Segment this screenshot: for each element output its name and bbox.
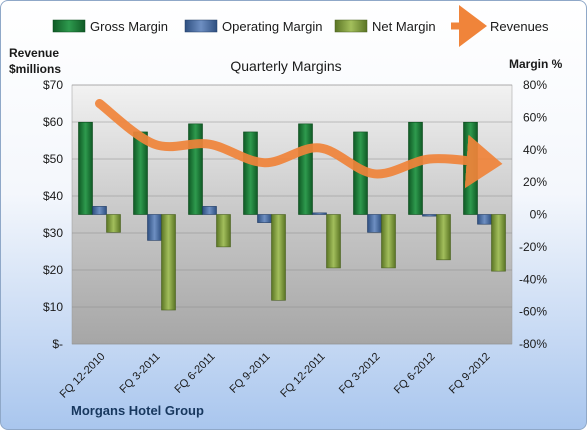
x-axis-ticks: FQ 12-2010 FQ 3-2011 FQ 6-2011 FQ 9-2011 FQ … xyxy=(58,351,493,401)
bar-operating-margin xyxy=(422,214,437,217)
left-tick-label: $50 xyxy=(43,152,63,166)
bar-operating-margin xyxy=(257,214,272,223)
bar-net-margin xyxy=(216,214,231,248)
right-tick-label: 80% xyxy=(523,78,547,92)
right-tick-label: -40% xyxy=(519,272,547,286)
right-tick-label: 20% xyxy=(523,175,547,189)
bar-gross-margin xyxy=(463,121,478,215)
left-tick-label: $20 xyxy=(43,263,63,277)
company-label: Morgans Hotel Group xyxy=(71,403,204,418)
bar-net-margin xyxy=(436,214,451,261)
left-tick-label: $- xyxy=(52,337,63,351)
x-tick-label: FQ 3-2011 xyxy=(118,351,163,396)
legend-label-operating: Operating Margin xyxy=(222,19,322,34)
left-tick-label: $10 xyxy=(43,300,63,314)
bar-operating-margin xyxy=(367,214,382,233)
revenue-line xyxy=(95,99,503,189)
bar-operating-margin xyxy=(312,212,327,215)
bar-operating-margin xyxy=(92,206,107,215)
bar-net-margin xyxy=(106,214,121,233)
bar-operating-margin xyxy=(147,214,162,241)
bar-gross-margin xyxy=(243,131,258,215)
left-tick-label: $70 xyxy=(43,78,63,92)
right-tick-label: 40% xyxy=(523,143,547,157)
x-tick-label: FQ 9-2011 xyxy=(228,351,273,396)
right-tick-label: -80% xyxy=(519,337,547,351)
right-tick-label: 0% xyxy=(530,208,548,222)
left-axis-title-line2: $millions xyxy=(9,62,61,76)
x-tick-label: FQ 6-2011 xyxy=(173,351,218,396)
bar-net-margin xyxy=(381,214,396,269)
right-axis-ticks: -80% -60% -40% -20% 0% 20% 40% 60% 80% xyxy=(519,78,547,351)
x-tick-label: FQ 9-2012 xyxy=(447,351,493,397)
bar-net-margin xyxy=(326,214,341,269)
bar-net-margin xyxy=(491,214,506,272)
left-axis-title-line1: Revenue xyxy=(9,46,59,60)
right-tick-label: -20% xyxy=(519,240,547,254)
legend-item-revenues: Revenues xyxy=(451,5,549,47)
x-tick-label: FQ 12-2010 xyxy=(58,351,108,401)
bar-net-margin xyxy=(271,214,286,301)
x-tick-label: FQ 12-2011 xyxy=(278,351,327,400)
right-tick-label: 60% xyxy=(523,110,547,124)
left-tick-label: $60 xyxy=(43,115,63,129)
left-tick-label: $30 xyxy=(43,226,63,240)
x-tick-label: FQ 3-2012 xyxy=(337,351,383,397)
legend-swatch-operating xyxy=(184,19,218,33)
legend-item-net-margin: Net Margin xyxy=(334,19,436,34)
left-axis-ticks: $- $10 $20 $30 $40 $50 $60 $70 xyxy=(43,78,63,351)
legend-label-net: Net Margin xyxy=(372,19,436,34)
x-tick-label: FQ 6-2012 xyxy=(392,351,438,397)
bar-gross-margin xyxy=(298,123,313,215)
bar-operating-margin xyxy=(202,206,217,215)
legend-swatch-net xyxy=(334,19,368,33)
legend: Gross Margin Operating Margin Net Margin… xyxy=(52,5,549,47)
legend-item-gross-margin: Gross Margin xyxy=(52,19,168,34)
bar-gross-margin xyxy=(78,121,93,215)
chart-title: Quarterly Margins xyxy=(230,58,341,74)
legend-item-operating-margin: Operating Margin xyxy=(184,19,322,34)
bar-gross-margin xyxy=(188,123,203,215)
bar-net-margin xyxy=(161,214,176,311)
right-axis-title: Margin % xyxy=(509,57,563,71)
revenue-series xyxy=(95,99,503,189)
legend-swatch-gross xyxy=(52,19,86,33)
bar-operating-margin xyxy=(477,214,492,225)
left-tick-label: $40 xyxy=(43,189,63,203)
legend-label-revenues: Revenues xyxy=(490,19,549,34)
legend-label-gross: Gross Margin xyxy=(90,19,168,34)
right-tick-label: -60% xyxy=(519,305,547,319)
